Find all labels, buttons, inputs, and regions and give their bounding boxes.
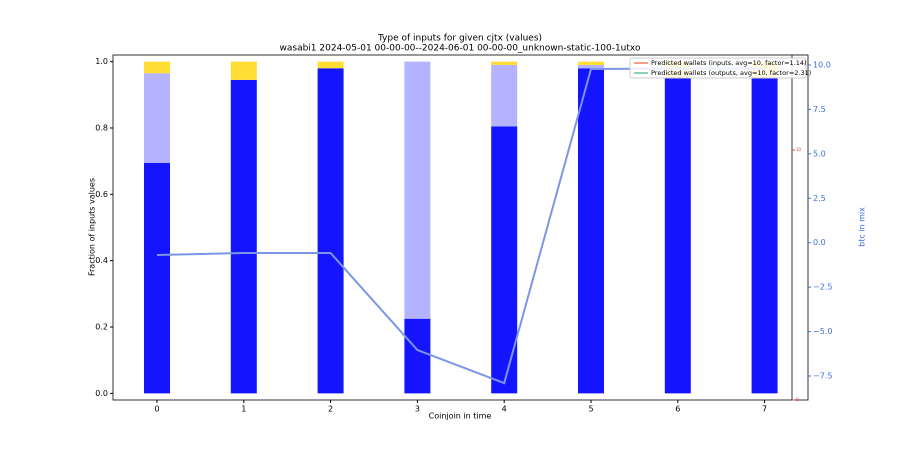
y2-tick-label: 0.0: [813, 238, 826, 247]
x-tick-label: 0: [154, 405, 159, 414]
bar-segment: [144, 162, 170, 394]
bar-segment: [144, 73, 170, 163]
bar-segment: [578, 64, 604, 69]
chart-subtitle: wasabi1 2024-05-01 00-00-00--2024-06-01 …: [280, 44, 641, 54]
bar-segment: [664, 77, 691, 394]
bar-segment: [144, 61, 170, 74]
y2-axis-label: btc in mix: [858, 207, 867, 247]
y3-tick-label: 10: [796, 147, 802, 152]
bar-segment: [404, 318, 431, 394]
bar-segment: [317, 61, 344, 69]
x-tick-label: 1: [241, 405, 246, 414]
y2-tick-label: −7.5: [813, 372, 832, 381]
bar-segment: [230, 79, 257, 394]
x-tick-label: 3: [415, 405, 420, 414]
chart-title: Type of inputs for given cjtx (values): [377, 34, 542, 44]
bar-segment: [230, 61, 257, 80]
bar-segment: [578, 68, 604, 394]
y-tick-label: 0.2: [95, 323, 108, 332]
bar-segment: [404, 61, 431, 319]
y-tick-label: 0.4: [95, 256, 108, 265]
y-tick-label: 1.0: [95, 57, 108, 66]
x-tick-label: 5: [588, 405, 593, 414]
bar-segment: [491, 61, 518, 65]
x-tick-label: 4: [502, 405, 507, 414]
bar-segment: [317, 68, 344, 394]
y-tick-label: 0.8: [95, 123, 108, 132]
y-tick-label: 0.6: [95, 190, 108, 199]
x-tick-label: 6: [675, 405, 680, 414]
x-tick-label: 2: [328, 405, 333, 414]
y3-tick-label: 0: [796, 397, 799, 402]
y2-tick-label: −5.0: [813, 327, 832, 336]
y-tick-label: 0.0: [95, 389, 108, 398]
legend-label: Predicted wallets (inputs, avg=10, facto…: [651, 59, 807, 67]
legend-label: Predicted wallets (outputs, avg=10, fact…: [651, 69, 811, 77]
y2-tick-label: 5.0: [813, 149, 826, 158]
y2-tick-label: 7.5: [813, 105, 826, 114]
y2-tick-label: −2.5: [813, 283, 832, 292]
bar-segment: [578, 61, 604, 65]
x-axis-label: Coinjoin in time: [429, 412, 492, 421]
x-tick-label: 7: [762, 405, 767, 414]
legend-box: [629, 57, 807, 79]
bar-segment: [751, 77, 778, 394]
bar-segment: [491, 64, 518, 127]
y2-tick-label: 2.5: [813, 194, 826, 203]
plot-frame: [112, 54, 809, 401]
y2-tick-label: 10.0: [813, 60, 831, 69]
y-axis-label: Fraction of inputs values: [88, 178, 97, 276]
